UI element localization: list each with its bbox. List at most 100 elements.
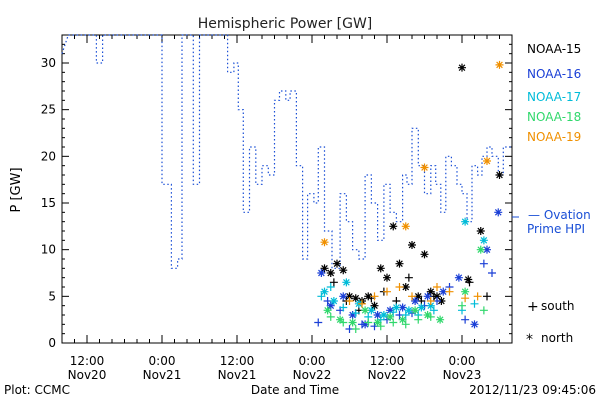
noaa-19-south-point <box>461 294 470 303</box>
noaa-19-south-point <box>383 287 391 296</box>
noaa-17-south-point <box>326 283 335 291</box>
noaa-15-north-point <box>401 283 410 291</box>
legend-noaa-16: NOAA-16 <box>527 67 581 81</box>
noaa-16-north-point <box>373 311 382 319</box>
footer-plot-credit: Plot: CCMC <box>4 383 70 397</box>
noaa-16-north-point <box>326 301 335 310</box>
noaa-18-north-point <box>423 311 432 319</box>
noaa-19-south-point <box>473 292 482 301</box>
noaa-17-south-point <box>317 292 326 301</box>
noaa-16-south-point <box>314 318 323 327</box>
noaa-15-north-point <box>414 292 423 301</box>
x-tick-label: 0:00 <box>149 354 176 368</box>
noaa-18-north-point <box>373 318 382 327</box>
noaa-15-north-point <box>464 275 473 284</box>
ovation-label: — Ovation <box>528 208 591 222</box>
legend-noaa-19: NOAA-19 <box>527 130 581 144</box>
noaa-17-north-point <box>479 236 488 245</box>
noaa-16-north-point <box>470 320 479 329</box>
noaa-18-north-point <box>348 318 357 327</box>
noaa-18-north-point <box>411 306 420 315</box>
noaa-19-south-point <box>408 292 416 301</box>
plot-frame <box>61 34 513 344</box>
x-tick-date-label: Nov21 <box>143 368 182 382</box>
noaa-16-south-point <box>488 269 496 277</box>
y-tick-label: 30 <box>41 56 56 70</box>
noaa-16-north-point <box>361 320 370 329</box>
noaa-15-north-point <box>370 301 379 310</box>
noaa-19-south-point <box>395 283 404 291</box>
x-tick-date-label: Nov20 <box>68 368 107 382</box>
x-tick-label: 12:00 <box>370 354 405 368</box>
legend-north-symbol: * <box>526 332 533 348</box>
noaa-16-north-point <box>494 208 503 217</box>
noaa-16-north-point <box>454 273 463 282</box>
noaa-17-north-point <box>417 303 426 312</box>
legend-noaa-15: NOAA-15 <box>527 42 581 56</box>
noaa-17-north-point <box>461 217 470 226</box>
x-tick-date-label: Nov22 <box>368 368 407 382</box>
noaa-15-north-point <box>326 269 335 277</box>
noaa-15-north-point <box>339 266 348 275</box>
noaa-18-south-point <box>326 312 335 321</box>
noaa-19-south-point <box>370 292 379 301</box>
noaa-19-north-point <box>495 60 504 69</box>
noaa-15-north-point <box>495 171 504 179</box>
x-tick-label: 12:00 <box>70 354 105 368</box>
noaa-19-south-point <box>433 283 441 291</box>
y-tick-label: 5 <box>48 289 56 303</box>
noaa-15-north-point <box>420 250 429 259</box>
noaa-15-north-point <box>476 227 485 235</box>
noaa-18-north-point <box>323 306 332 315</box>
noaa-16-south-point <box>479 259 488 268</box>
noaa-18-south-point <box>479 306 488 315</box>
legend-south-symbol: + <box>527 299 539 315</box>
x-axis: 12:00Nov200:00Nov2112:00Nov210:00Nov2212… <box>68 35 500 382</box>
noaa-19-south-point <box>345 297 354 305</box>
x-tick-label: 12:00 <box>220 354 255 368</box>
noaa-17-south-point <box>429 306 438 315</box>
noaa-19-south-point <box>358 299 366 308</box>
x-axis-label: Date and Time <box>251 383 339 397</box>
noaa-16-north-point <box>386 306 395 315</box>
legend-south-label: south <box>541 299 575 313</box>
ovation-label-line2: Prime HPI <box>527 222 585 236</box>
noaa-19-south-point <box>445 287 454 296</box>
noaa-18-south-point <box>401 320 410 329</box>
noaa-19-north-point <box>320 238 329 247</box>
legend-noaa-18: NOAA-18 <box>527 110 581 124</box>
noaa-15-south-point <box>483 292 491 301</box>
noaa-18-north-point <box>361 306 370 315</box>
noaa-18-south-point <box>414 315 423 324</box>
y-axis-label: P [GW] <box>9 167 24 212</box>
noaa-17-north-point <box>426 301 435 310</box>
noaa-17-north-point <box>342 278 351 287</box>
footer-timestamp: 2012/11/23 09:45:06 <box>469 383 596 397</box>
noaa-17-north-point <box>404 306 413 315</box>
legend: NOAA-15 NOAA-16 NOAA-17 NOAA-18 NOAA-19 … <box>512 42 591 348</box>
x-tick-label: 0:00 <box>449 354 476 368</box>
noaa-18-south-point <box>364 318 373 327</box>
noaa-15-south-point <box>329 278 338 287</box>
noaa-16-north-point <box>483 245 491 254</box>
noaa-15-north-point <box>395 259 404 268</box>
noaa-15-north-point <box>333 259 341 268</box>
noaa-18-south-point <box>351 325 360 333</box>
noaa-16-north-point <box>348 311 357 319</box>
legend-north-label: north <box>541 331 573 345</box>
noaa-15-north-point <box>383 273 391 282</box>
noaa-15-north-point <box>389 222 398 231</box>
noaa-16-north-point <box>339 292 348 301</box>
noaa-15-north-point <box>345 292 354 301</box>
noaa-18-north-point <box>436 315 445 324</box>
noaa-17-north-point <box>367 306 376 315</box>
noaa-17-south-point <box>339 303 348 312</box>
noaa-16-north-point <box>439 287 448 296</box>
noaa-17-south-point <box>389 308 398 317</box>
x-tick-label: 0:00 <box>299 354 326 368</box>
noaa-15-north-point <box>433 292 441 301</box>
noaa-17-south-point <box>401 311 410 319</box>
noaa-19-south-point <box>426 297 435 305</box>
noaa-15-north-point <box>437 297 446 305</box>
